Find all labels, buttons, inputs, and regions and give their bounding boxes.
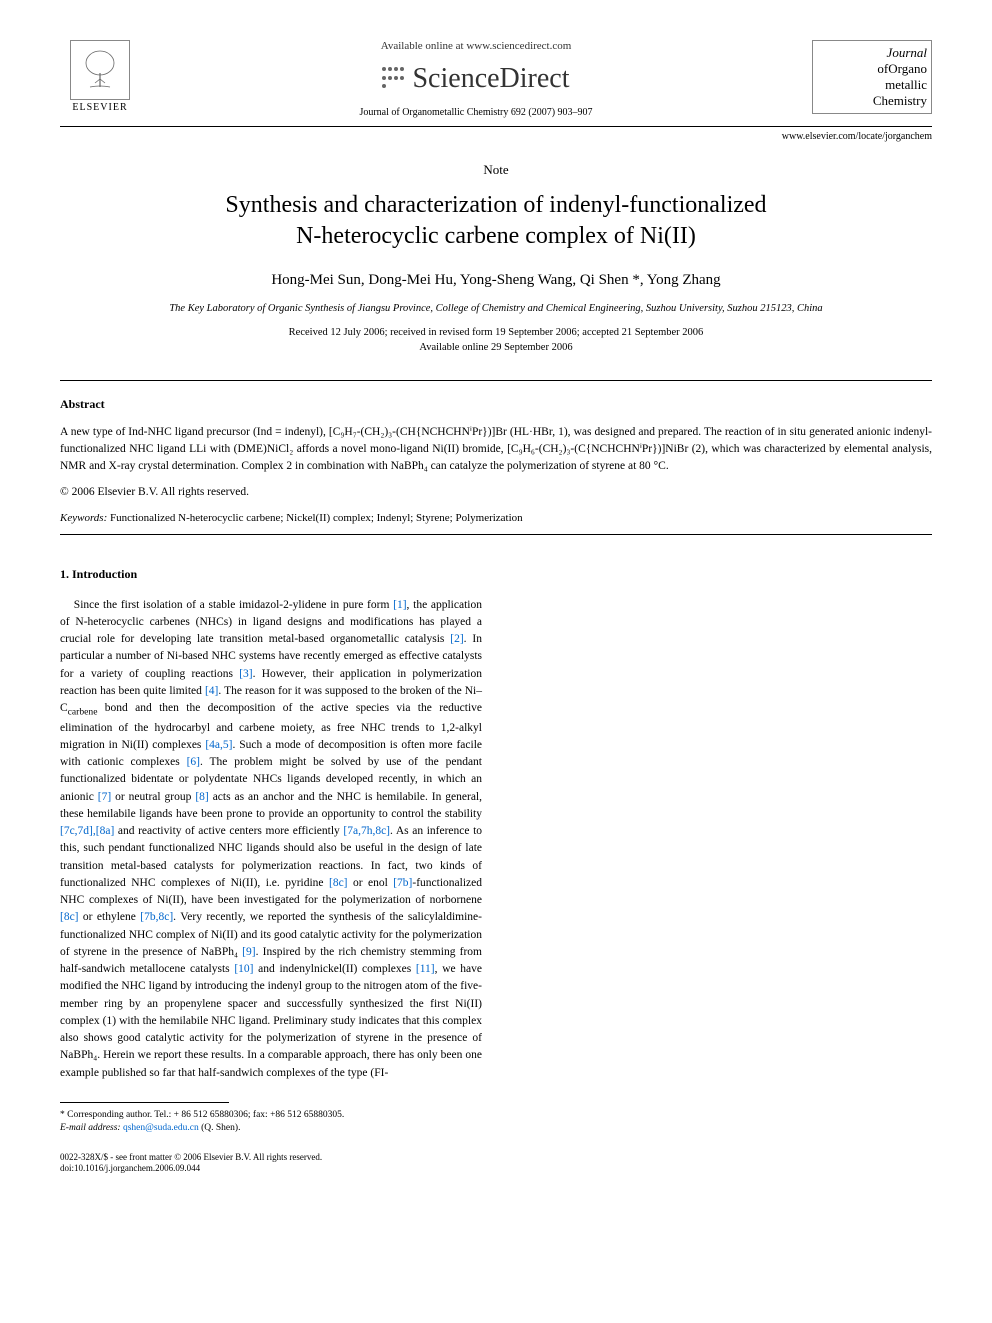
header-center: Available online at www.sciencedirect.co… [140, 40, 812, 118]
journal-logo-line2: ofOrgano [817, 61, 927, 77]
journal-logo-line3: metallic [817, 77, 927, 93]
intro-heading: 1. Introduction [60, 565, 482, 583]
divider-bottom [60, 534, 932, 535]
dates-line1: Received 12 July 2006; received in revis… [289, 327, 704, 338]
sciencedirect-text: ScienceDirect [412, 63, 569, 95]
abstract-heading: Abstract [60, 397, 932, 412]
footer-block: 0022-328X/$ - see front matter © 2006 El… [60, 1152, 932, 1175]
article-dates: Received 12 July 2006; received in revis… [60, 326, 932, 355]
website-url: www.elsevier.com/locate/jorganchem [60, 131, 932, 142]
keywords-row: Keywords: Functionalized N-heterocyclic … [60, 512, 932, 524]
ref-link-7c7d8a[interactable]: [7c,7d],[8a] [60, 825, 114, 837]
ref-link-1[interactable]: [1] [393, 599, 406, 611]
txt: , we have modified the NHC ligand by int… [60, 963, 482, 1079]
ref-link-2[interactable]: [2] [450, 633, 463, 645]
authors-list: Hong-Mei Sun, Dong-Mei Hu, Yong-Sheng Wa… [60, 272, 932, 289]
txt: or neutral group [111, 791, 195, 803]
journal-logo-block: Journal ofOrgano metallic Chemistry [812, 40, 932, 114]
ref-link-4a5[interactable]: [4a,5] [205, 739, 232, 751]
footer-line2: doi:10.1016/j.jorganchem.2006.09.044 [60, 1163, 200, 1173]
ref-link-8c[interactable]: [8c] [329, 877, 348, 889]
subscript: carbene [68, 706, 98, 717]
keywords-label: Keywords: [60, 512, 107, 524]
elsevier-label: ELSEVIER [72, 102, 127, 113]
footer-line1: 0022-328X/$ - see front matter © 2006 El… [60, 1152, 322, 1162]
email-suffix: (Q. Shen). [199, 1123, 241, 1133]
email-footnote: E-mail address: qshen@suda.edu.cn (Q. Sh… [60, 1122, 482, 1135]
ref-link-4[interactable]: [4] [205, 685, 218, 697]
journal-logo-line1: Journal [817, 45, 927, 61]
txt: and reactivity of active centers more ef… [114, 825, 343, 837]
ref-link-8c-2[interactable]: [8c] [60, 911, 79, 923]
txt: or enol [348, 877, 394, 889]
body-section: 1. Introduction Since the first isolatio… [60, 565, 932, 1136]
email-label: E-mail address: [60, 1123, 121, 1133]
txt: and indenylnickel(II) complexes [254, 963, 416, 975]
abstract-text: A new type of Ind-NHC ligand precursor (… [60, 424, 932, 476]
two-column-body: 1. Introduction Since the first isolatio… [60, 565, 932, 1136]
ref-link-7[interactable]: [7] [98, 791, 111, 803]
ref-link-10[interactable]: [10] [234, 963, 253, 975]
ref-link-7b[interactable]: [7b] [393, 877, 412, 889]
keywords-text: Functionalized N-heterocyclic carbene; N… [107, 512, 522, 524]
intro-paragraph: Since the first isolation of a stable im… [60, 597, 482, 1082]
txt: Since the first isolation of a stable im… [74, 599, 393, 611]
note-label: Note [60, 162, 932, 178]
journal-reference: Journal of Organometallic Chemistry 692 … [140, 107, 812, 118]
ref-link-6[interactable]: [6] [187, 756, 200, 768]
ref-link-3[interactable]: [3] [239, 668, 252, 680]
sciencedirect-logo: ScienceDirect [382, 63, 569, 95]
journal-logo-line4: Chemistry [817, 93, 927, 109]
dates-line2: Available online 29 September 2006 [419, 342, 572, 353]
title-line2: N-heterocyclic carbene complex of Ni(II) [296, 223, 696, 249]
abstract-copyright: © 2006 Elsevier B.V. All rights reserved… [60, 486, 932, 498]
ref-link-7b8c[interactable]: [7b,8c] [140, 911, 173, 923]
affiliation: The Key Laboratory of Organic Synthesis … [60, 303, 932, 314]
email-link[interactable]: qshen@suda.edu.cn [121, 1123, 199, 1133]
sciencedirect-icon [382, 67, 406, 91]
elsevier-tree-icon [70, 40, 130, 100]
title-line1: Synthesis and characterization of indeny… [225, 192, 766, 218]
footnote-separator [60, 1102, 229, 1103]
divider-top [60, 380, 932, 381]
corresponding-author-footnote: * Corresponding author. Tel.: + 86 512 6… [60, 1109, 482, 1122]
txt: or ethylene [79, 911, 141, 923]
ref-link-9[interactable]: [9] [242, 946, 255, 958]
elsevier-logo-block: ELSEVIER [60, 40, 140, 113]
header-row: ELSEVIER Available online at www.science… [60, 40, 932, 127]
ref-link-8[interactable]: [8] [195, 791, 208, 803]
ref-link-7a7h8c[interactable]: [7a,7h,8c] [343, 825, 390, 837]
article-title: Synthesis and characterization of indeny… [60, 190, 932, 252]
ref-link-11[interactable]: [11] [416, 963, 435, 975]
available-online-text: Available online at www.sciencedirect.co… [140, 40, 812, 52]
